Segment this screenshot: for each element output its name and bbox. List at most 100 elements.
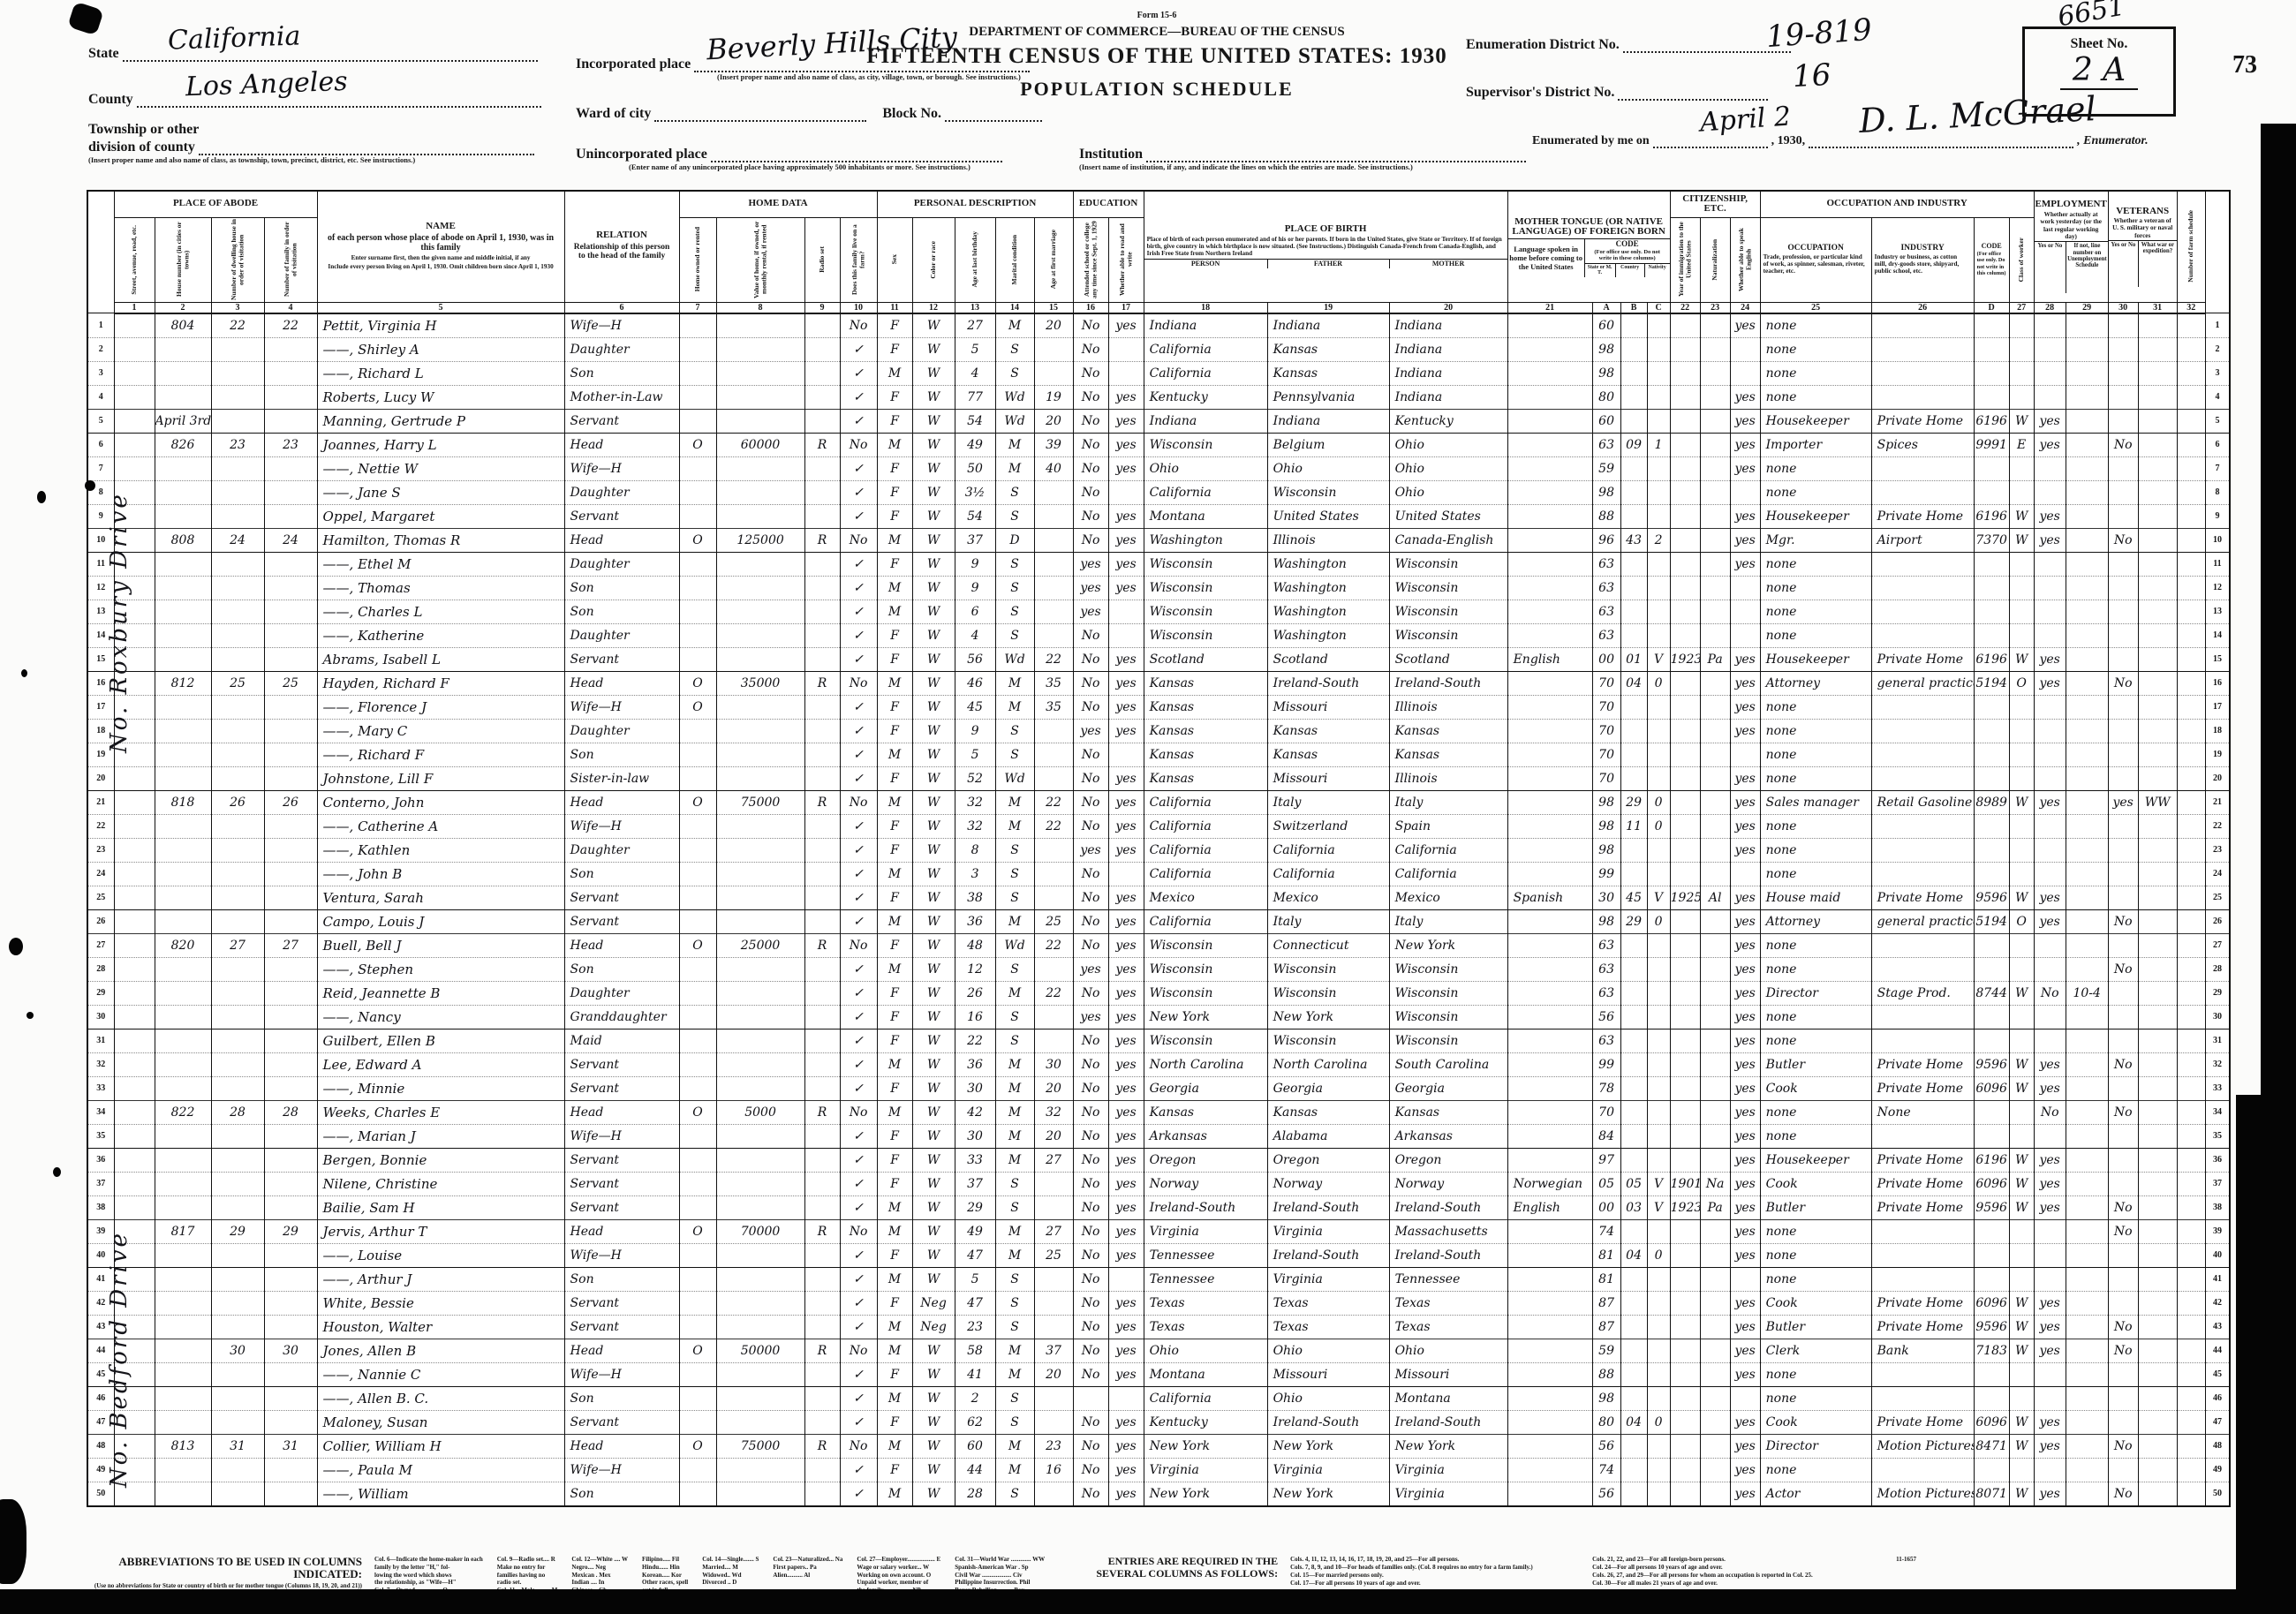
col-31-desc: What war or expedition? [2138, 240, 2176, 287]
cell [2033, 576, 2066, 600]
cell: Son [563, 957, 680, 982]
cell: yes [2033, 1172, 2066, 1196]
cell: Jones, Allen B [316, 1338, 565, 1363]
cell [1507, 909, 1593, 934]
cell [263, 1195, 318, 1220]
cell: No [1072, 504, 1109, 529]
cell [1620, 1315, 1648, 1339]
cell: W [911, 1029, 955, 1053]
cell: yes [2033, 527, 2066, 553]
cell: yes [1107, 695, 1144, 720]
cell [1729, 337, 1761, 362]
cell: F [876, 1243, 913, 1268]
cell: Scotland [1143, 647, 1268, 672]
cell: No [1072, 766, 1109, 791]
cell [1646, 1267, 1671, 1292]
cell [1620, 1267, 1648, 1292]
cell: F [876, 1005, 913, 1029]
cell [210, 1243, 265, 1268]
cell: Scotland [1388, 647, 1508, 672]
county-label: County [88, 92, 133, 107]
cell: yes [1729, 408, 1761, 434]
cell: 20 [1033, 1124, 1074, 1149]
line-number-right: 47 [2204, 1410, 2231, 1435]
cell: none [1759, 1005, 1872, 1029]
cell: none [1759, 719, 1872, 743]
cell: Private Home [1870, 1195, 1975, 1220]
cell: S [994, 1291, 1035, 1316]
cell [2107, 1148, 2139, 1173]
cell: 22 [263, 313, 318, 338]
cell [1870, 480, 1975, 505]
cell [2176, 1076, 2206, 1101]
cell: yes [1729, 1315, 1761, 1339]
cell: No [839, 432, 878, 457]
cell: yes [1729, 957, 1761, 982]
cell [2137, 1410, 2178, 1435]
cell: 1901 [1669, 1172, 1701, 1196]
cell: Al [1699, 886, 1731, 910]
cell: 29 [954, 1195, 996, 1220]
cell [2065, 838, 2109, 863]
birth-mother-header: MOTHER [1388, 259, 1507, 269]
group-place-of-birth: PLACE OF BIRTH Place of birth of each pe… [1143, 191, 1508, 303]
cell [2033, 1386, 2066, 1411]
cell: M [876, 909, 913, 934]
column-number: 25 [1759, 302, 1872, 314]
cell [1870, 1458, 1975, 1482]
cell: yes [1072, 719, 1109, 743]
cell [2065, 789, 2109, 815]
cell: 70 [1591, 1099, 1621, 1125]
cell: 9596 [1973, 886, 2010, 910]
cell [154, 1291, 212, 1316]
cell [804, 1124, 841, 1149]
cell: ✓ [839, 504, 878, 529]
cell [2176, 1338, 2206, 1363]
cell [678, 862, 717, 886]
cell: yes [1107, 814, 1144, 839]
cell: 87 [1591, 1315, 1621, 1339]
ward-label: Ward of city [576, 106, 652, 121]
cell [2176, 814, 2206, 839]
cell: none [1759, 838, 1872, 863]
line-number-right: 7 [2204, 456, 2231, 481]
cell: general practice [1870, 909, 1975, 934]
cell: 22 [1033, 814, 1074, 839]
cell: R [804, 432, 841, 457]
cell [1669, 1458, 1701, 1482]
cell: yes [2033, 1195, 2066, 1220]
cell [1646, 504, 1671, 529]
cell: yes [2033, 408, 2066, 434]
cell: W [911, 670, 955, 696]
cell: Wisconsin [1143, 981, 1268, 1006]
line-number-right: 25 [2204, 886, 2231, 910]
cell [2137, 1267, 2178, 1292]
cell: O [678, 1433, 717, 1459]
cell: yes [1729, 1076, 1761, 1101]
cell [2065, 576, 2109, 600]
cell: M [876, 1099, 913, 1125]
column-number: 20 [1388, 302, 1508, 314]
cell [2107, 1124, 2139, 1149]
cell: ——, Florence J [316, 695, 565, 720]
cell [1973, 1099, 2010, 1125]
cell: W [2008, 789, 2035, 815]
entries-line: Cols. 7, 8, 9, and 10—For heads of famil… [1290, 1564, 1533, 1572]
column-number: 30 [2107, 302, 2139, 314]
cell: California [1143, 838, 1268, 863]
cell: 63 [1591, 432, 1621, 457]
cell [1507, 552, 1593, 577]
cell: ✓ [839, 408, 878, 434]
line-number-left: 39 [87, 1218, 115, 1244]
cell [2008, 1124, 2035, 1149]
cell: 52 [954, 766, 996, 791]
cell: 25 [263, 670, 318, 696]
cell [1669, 1099, 1701, 1125]
cell [2137, 1243, 2178, 1268]
cell [2008, 1362, 2035, 1387]
cell [715, 957, 805, 982]
cell: yes [1729, 695, 1761, 720]
cell [2107, 719, 2139, 743]
cell: 63 [1591, 576, 1621, 600]
cell: 38 [954, 886, 996, 910]
